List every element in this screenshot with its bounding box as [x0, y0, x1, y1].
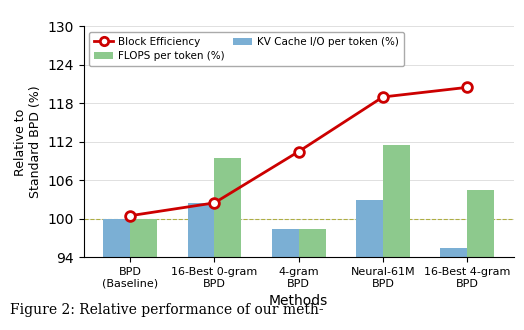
- Block Efficiency: [127, 214, 134, 218]
- Block Efficiency: [464, 85, 470, 89]
- Y-axis label: Relative to
Standard BPD (%): Relative to Standard BPD (%): [14, 85, 42, 198]
- X-axis label: Methods: Methods: [269, 294, 329, 308]
- Text: Figure 2: Relative performance of our meth-: Figure 2: Relative performance of our me…: [10, 303, 324, 317]
- Bar: [103, 219, 130, 330]
- Block Efficiency: [380, 95, 386, 99]
- Bar: [383, 145, 410, 330]
- Block Efficiency: [211, 201, 217, 205]
- Bar: [130, 219, 157, 330]
- Bar: [356, 200, 383, 330]
- Block Efficiency: [296, 149, 302, 153]
- Bar: [467, 190, 494, 330]
- Line: Block Efficiency: Block Efficiency: [125, 82, 472, 220]
- Bar: [214, 158, 242, 330]
- Bar: [299, 229, 325, 330]
- Legend: Block Efficiency, FLOPS per token (%), KV Cache I/O per token (%): Block Efficiency, FLOPS per token (%), K…: [89, 32, 404, 66]
- Bar: [188, 203, 214, 330]
- Bar: [272, 229, 299, 330]
- Bar: [440, 248, 467, 330]
